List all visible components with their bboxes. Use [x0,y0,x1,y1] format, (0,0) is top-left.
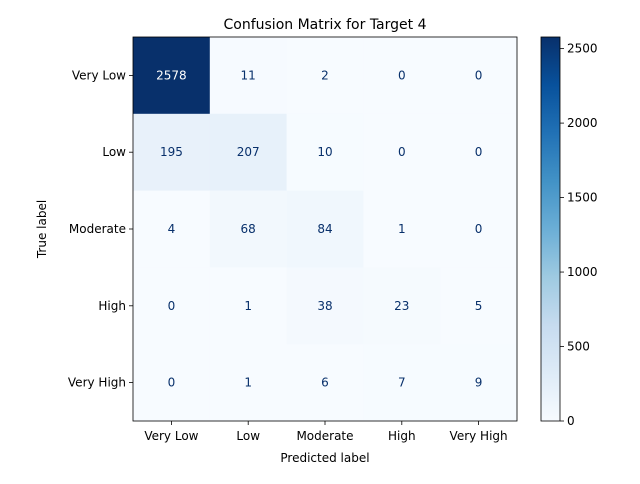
y-axis-label: True label [35,200,49,259]
heatmap-cells [133,37,518,422]
heatmap-cell [363,37,441,115]
colorbar-tick-label: 2000 [567,116,598,130]
colorbar-tick-label: 1000 [567,265,598,279]
heatmap-cell [209,267,287,345]
cell-value-label: 0 [168,299,176,313]
heatmap-cell [286,344,364,422]
cell-value-label: 2 [321,68,329,82]
y-tick-label: Moderate [69,222,126,236]
heatmap-cell [286,190,364,268]
colorbar-tick-label: 0 [567,414,575,428]
x-axis-label: Predicted label [280,451,369,465]
cell-value-label: 5 [475,299,483,313]
cell-value-label: 10 [317,145,332,159]
heatmap-cell [133,344,211,422]
heatmap-cell [133,190,211,268]
y-axis-ticks: Very Low Low Moderate High Very High [68,68,133,390]
heatmap-cell [209,113,287,191]
cell-value-label: 0 [168,376,176,390]
colorbar-tick-label: 500 [567,340,590,354]
heatmap-cell [440,190,518,268]
heatmap-cell [440,267,518,345]
y-tick-label: Very High [68,376,126,390]
cell-value-label: 0 [398,145,406,159]
heatmap-cell [133,267,211,345]
heatmap-cell [286,267,364,345]
cell-value-label: 0 [398,68,406,82]
heatmap-cell [440,113,518,191]
heatmap-cell [440,37,518,115]
colorbar-ticks: 0 500 1000 1500 2000 2500 [560,42,598,428]
colorbar [540,36,561,422]
heatmap-cell [133,37,211,115]
heatmap-cell [363,267,441,345]
chart-title: Confusion Matrix for Target 4 [224,17,427,33]
x-axis-ticks: Very Low Low Moderate High Very High [144,421,508,443]
cell-value-label: 68 [241,222,256,236]
heatmap-cell [363,113,441,191]
cell-value-label: 23 [394,299,409,313]
cell-value-label: 0 [475,145,483,159]
heatmap-cell [363,190,441,268]
cell-value-label: 1 [398,222,406,236]
x-tick-label: High [388,429,416,443]
cell-value-label: 84 [317,222,332,236]
x-tick-label: Moderate [296,429,353,443]
heatmap-cell [363,344,441,422]
heatmap-cell [209,344,287,422]
heatmap-cell [286,113,364,191]
cell-value-label: 7 [398,376,406,390]
heatmap-cell [209,37,287,115]
heatmap-cell [440,344,518,422]
x-tick-label: Very Low [144,429,198,443]
cell-value-label: 4 [168,222,176,236]
heatmap-cell [133,113,211,191]
y-tick-label: High [98,299,126,313]
colorbar-tick-label: 1500 [567,191,598,205]
x-tick-label: Very High [450,429,508,443]
cell-value-label: 207 [237,145,260,159]
cell-value-label: 195 [160,145,183,159]
x-tick-label: Low [236,429,260,443]
cell-value-label: 1 [244,376,252,390]
heatmap-cell [209,190,287,268]
y-tick-label: Low [102,145,126,159]
cell-value-label: 9 [475,376,483,390]
heatmap-cell [286,37,364,115]
cell-value-label: 6 [321,376,329,390]
cell-value-label: 2578 [156,68,187,82]
cell-value-label: 1 [244,299,252,313]
y-tick-label: Very Low [72,68,126,82]
colorbar-tick-label: 2500 [567,42,598,56]
cell-value-label: 0 [475,222,483,236]
cell-value-label: 38 [317,299,332,313]
cell-value-label: 11 [241,68,256,82]
cell-value-label: 0 [475,68,483,82]
